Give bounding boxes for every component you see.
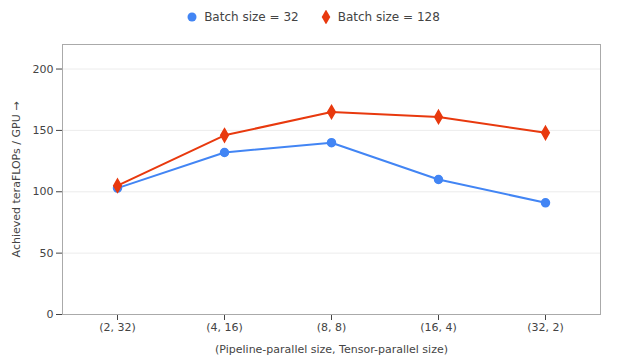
html-text:Batch size = 32: Batch size = 32	[204, 10, 299, 24]
svg-text:(16, 4): (16, 4)	[420, 321, 457, 334]
svg-text:Achieved teraFLOPs / GPU →: Achieved teraFLOPs / GPU →	[10, 102, 23, 258]
svg-text:(8, 8): (8, 8)	[317, 321, 347, 334]
svg-text:100: 100	[33, 185, 54, 198]
html-text:Batch size = 128: Batch size = 128	[337, 10, 440, 24]
svg-text:50: 50	[40, 247, 54, 260]
svg-text:200: 200	[33, 63, 54, 76]
svg-text:(2, 32): (2, 32)	[99, 321, 136, 334]
svg-text:(Pipeline-parallel size, Tenso: (Pipeline-parallel size, Tensor-parallel…	[215, 343, 448, 356]
svg-text:(32, 2): (32, 2)	[527, 321, 564, 334]
svg-text:150: 150	[33, 124, 54, 137]
svg-text:0: 0	[47, 308, 54, 321]
svg-text:(4, 16): (4, 16)	[206, 321, 243, 334]
